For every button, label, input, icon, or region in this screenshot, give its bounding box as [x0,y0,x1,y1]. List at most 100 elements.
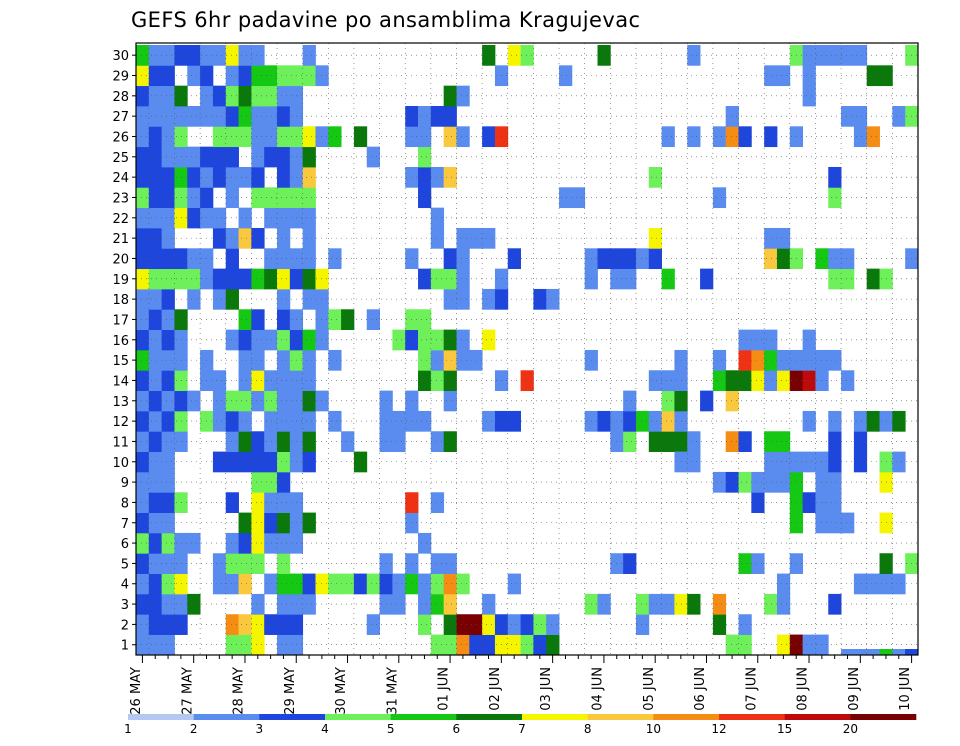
heatmap-cell-326 [315,288,329,310]
heatmap-cell-211 [251,390,265,412]
heatmap-cell-474 [597,45,611,66]
heatmap-cell-528 [725,431,739,452]
heatmap-cell-339 [353,573,368,595]
heatmap-cell-593 [815,492,829,513]
heatmap-cell-598 [815,248,829,270]
heatmap-cell-22 [136,187,150,209]
heatmap-cell-223 [251,85,265,107]
heatmap-cell-489 [635,248,650,270]
heatmap-cell-78 [161,268,175,290]
y-tick-label: 3 [121,598,129,613]
heatmap-cell-379 [418,187,432,209]
heatmap-cell-236 [264,370,278,392]
heatmap-cell-527 [725,471,739,493]
heatmap-cell-540 [738,329,752,351]
heatmap-cell-373 [418,410,432,432]
legend-label: 12 [711,722,726,736]
heatmap-cell-387 [430,553,445,574]
x-tick-label: 07 JUN [744,667,759,711]
x-tick-label: 04 JUN [591,667,606,711]
y-tick-label: 22 [112,212,129,227]
heatmap-cell-306 [302,410,316,432]
heatmap-cell-166 [225,288,239,310]
heatmap-cell-185 [238,431,252,452]
legend-label: 3 [256,722,264,736]
heatmap-cell-483 [623,390,637,412]
y-tick-label: 16 [112,334,129,349]
heatmap-cell-118 [187,248,201,270]
heatmap-cell-259 [277,390,291,412]
heatmap-cell-313 [302,248,316,270]
heatmap-cell-159 [225,532,239,554]
heatmap-cell-500 [661,410,675,432]
heatmap-cell-614 [841,512,855,534]
heatmap-cell-260 [277,370,291,392]
heatmap-cell-221 [251,126,265,148]
heatmap-cell-599 [815,45,829,66]
heatmap-cell-58 [148,65,163,87]
x-tick-label: 10 JUN [898,667,913,711]
heatmap-cell-74 [161,349,175,371]
legend-swatch [719,714,785,720]
heatmap-cell-222 [251,105,265,127]
heatmap-cell-553 [764,349,778,371]
heatmap-cell-268 [277,207,291,229]
heatmap-cell-461 [546,614,560,635]
heatmap-cell-415 [456,634,470,656]
heatmap-cell-50 [148,227,163,249]
heatmap-cell-406 [443,349,457,371]
heatmap-cell-589 [802,65,816,87]
heatmap-cell-630 [866,410,880,432]
heatmap-cell-481 [623,431,637,452]
y-tick-label: 30 [112,49,129,64]
heatmap-cell-275 [277,65,291,87]
heatmap-cell-87 [161,85,175,107]
heatmap-cell-545 [751,370,765,392]
heatmap-cell-607 [828,349,842,371]
heatmap-cell-252 [277,532,291,554]
heatmap-cell-525 [712,126,727,148]
heatmap-cell-615 [841,370,855,392]
heatmap-cell-353 [392,573,406,595]
heatmap-cell-20 [136,227,150,249]
heatmap-cell-173 [225,126,239,148]
heatmap-cell-53 [148,166,163,188]
color-legend: 1 2 3 4 5 6 7 8 10 12 15 20 [124,714,917,736]
heatmap-cell-606 [828,410,842,432]
x-tick-label: 08 JUN [796,667,811,711]
heatmap-cell-229 [264,512,278,534]
heatmap-cell-390 [430,370,445,392]
heatmap-cell-119 [187,207,201,229]
heatmap-cell-600 [828,593,842,615]
legend-label: 6 [453,722,461,736]
heatmap-cell-428 [469,349,483,371]
heatmap-cell-57 [148,85,163,107]
heatmap-cell-394 [430,227,445,249]
heatmap-cell-425 [456,85,470,107]
heatmap-cell-631 [866,268,880,290]
heatmap-cell-485 [623,248,637,270]
heatmap-cell-552 [764,370,778,392]
heatmap-cell-581 [802,634,816,656]
heatmap-cell-117 [187,268,201,290]
heatmap-cell-405 [443,370,457,392]
x-tick-label: 29 MAY [283,667,298,715]
heatmap-cell-39 [148,451,163,473]
heatmap-cell-587 [802,329,816,351]
heatmap-cell-184 [238,451,252,473]
heatmap-cell-303 [302,512,316,534]
heatmap-cell-516 [687,45,701,66]
heatmap-cell-310 [302,329,316,351]
heatmap-cell-632 [866,126,880,148]
heatmap-cell-338 [341,309,355,331]
heatmap-cell-399 [443,614,457,635]
heatmap-cell-396 [430,166,445,188]
heatmap-cell-352 [392,593,406,615]
heatmap-cell-335 [328,126,342,148]
y-tick-label: 20 [112,252,129,267]
heatmap-cell-556 [764,227,778,249]
heatmap-cell-4 [136,553,150,574]
heatmap-cell-226 [264,614,278,635]
heatmap-cell-374 [418,370,432,392]
heatmap-cell-31 [148,614,163,635]
